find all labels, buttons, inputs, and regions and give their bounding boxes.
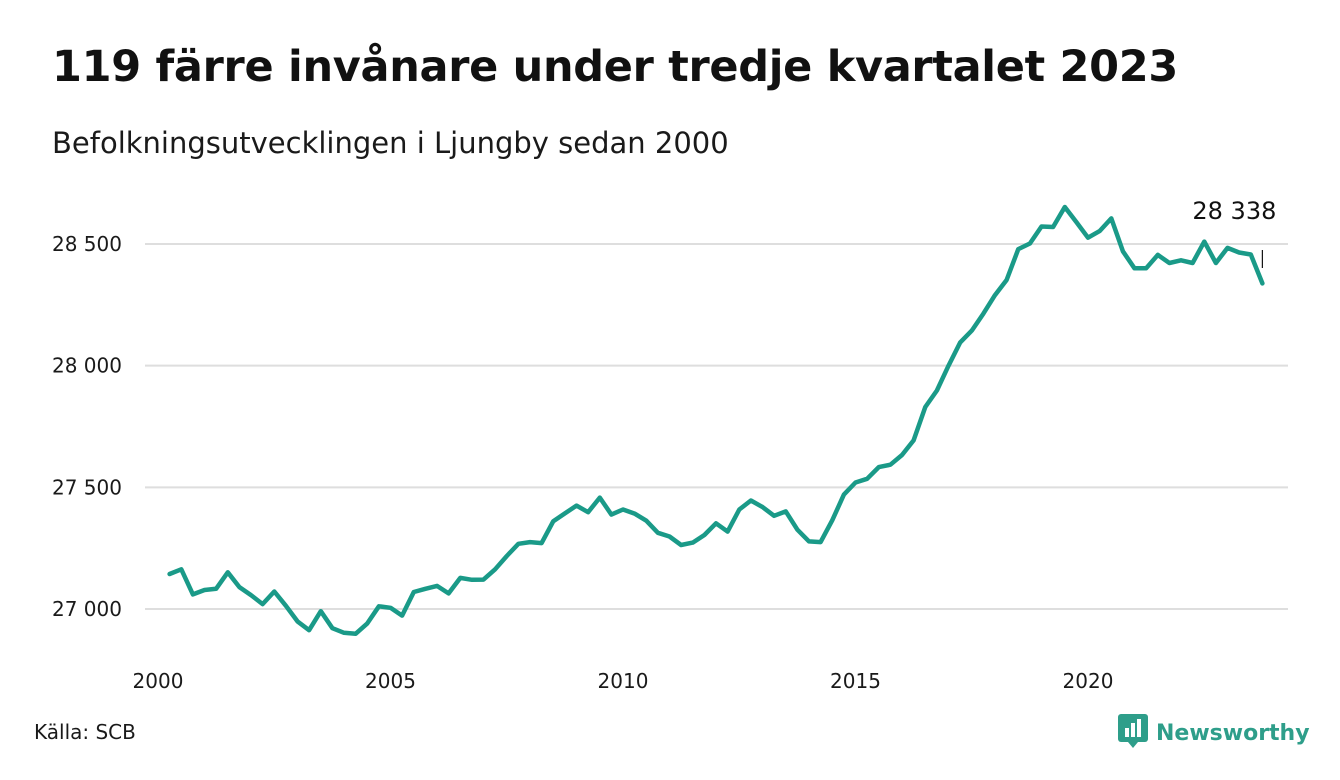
newsworthy-logo-text: Newsworthy [1156,720,1310,746]
x-tick-label: 2010 [598,669,649,693]
y-tick-label: 27 000 [52,597,122,621]
line-chart: 27 000 27 500 28 000 28 500 2000 2005 2010 2015… [52,197,1288,693]
newsworthy-logo-icon [1118,714,1148,752]
x-tick-label: 2000 [133,669,184,693]
x-tick-label: 2020 [1063,669,1114,693]
series-line [167,204,1265,637]
y-tick-label: 28 000 [52,354,122,378]
y-tick-label: 27 500 [52,475,122,499]
x-tick-label: 2005 [365,669,416,693]
newsworthy-logo[interactable]: Newsworthy [1118,714,1310,752]
source-note: Källa: SCB [34,720,136,744]
y-tick-label: 28 500 [52,232,122,256]
chart-subtitle: Befolkningsutvecklingen i Ljungby sedan … [52,126,729,160]
annotation-label: 28 338 [1192,197,1276,225]
chart-title: 119 färre invånare under tredje kvartale… [52,42,1179,92]
x-tick-label: 2015 [830,669,881,693]
